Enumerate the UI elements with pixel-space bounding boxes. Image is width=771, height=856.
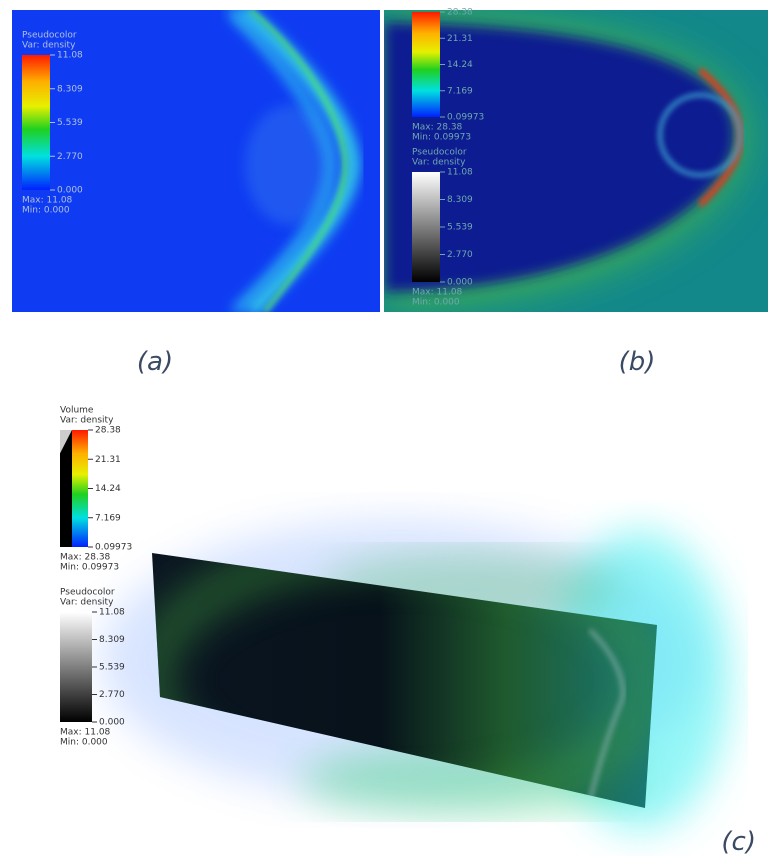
legend-title: Volume bbox=[60, 406, 94, 416]
legend-tick-label: 14.24 bbox=[447, 60, 473, 70]
legend-tick-label: 8.309 bbox=[99, 635, 125, 645]
panel-caption: (a) bbox=[137, 347, 173, 377]
legend-max: Max: 28.38 bbox=[412, 123, 463, 133]
legend-max: Max: 11.08 bbox=[22, 196, 73, 206]
legend-tick-label: 0.09973 bbox=[447, 113, 484, 123]
legend-max: Max: 11.08 bbox=[60, 728, 111, 738]
legend-tick-label: 28.38 bbox=[447, 8, 473, 18]
color-bar bbox=[72, 430, 88, 547]
legend-min: Min: 0.000 bbox=[22, 206, 70, 216]
legend-max: Max: 28.38 bbox=[60, 553, 111, 563]
legend-tick-label: 0.000 bbox=[57, 186, 83, 196]
figure: PseudocolorVar: density11.088.3095.5392.… bbox=[0, 0, 771, 856]
color-bar bbox=[412, 172, 440, 282]
legend-variable: Var: density bbox=[60, 598, 114, 608]
color-bar bbox=[60, 612, 92, 722]
legend-tick-label: 21.31 bbox=[447, 34, 473, 44]
legend-tick-label: 2.770 bbox=[57, 152, 83, 162]
color-bar bbox=[412, 12, 440, 117]
legend-tick-label: 11.08 bbox=[99, 608, 125, 618]
legend-min: Min: 0.000 bbox=[412, 298, 460, 308]
legend-tick-label: 5.539 bbox=[447, 223, 473, 233]
panel-caption: (c) bbox=[721, 827, 756, 856]
panel-caption: (b) bbox=[619, 347, 656, 377]
legend-min: Min: 0.000 bbox=[60, 738, 108, 748]
legend-tick-label: 5.539 bbox=[57, 118, 83, 128]
legend-min: Min: 0.09973 bbox=[412, 133, 471, 143]
legend-tick-label: 8.309 bbox=[57, 84, 83, 94]
legend-title: Pseudocolor bbox=[22, 31, 77, 41]
legend-tick-label: 0.000 bbox=[99, 718, 125, 728]
legend-tick-label: 7.169 bbox=[447, 86, 473, 96]
legend-variable: Var: density bbox=[60, 416, 114, 426]
legend-tick-label: 8.309 bbox=[447, 195, 473, 205]
legend-tick-label: 11.08 bbox=[447, 168, 473, 178]
legend-tick-label: 11.08 bbox=[57, 51, 83, 61]
legend-tick-label: 2.770 bbox=[447, 250, 473, 260]
legend-tick-label: 0.000 bbox=[447, 278, 473, 288]
legend-variable: Var: density bbox=[22, 41, 76, 51]
legend-title: Pseudocolor bbox=[60, 588, 115, 598]
panel-c-image bbox=[100, 520, 730, 830]
legend-variable: Var: density bbox=[412, 158, 466, 168]
legend-tick-label: 28.38 bbox=[95, 426, 121, 436]
legend-max: Max: 11.08 bbox=[412, 288, 463, 298]
legend-tick-label: 5.539 bbox=[99, 663, 125, 673]
legend-tick-label: 21.31 bbox=[95, 455, 121, 465]
color-bar bbox=[22, 55, 50, 190]
legend-min: Min: 0.09973 bbox=[60, 563, 119, 573]
legend-tick-label: 14.24 bbox=[95, 484, 121, 494]
legend-tick-label: 0.09973 bbox=[95, 543, 132, 553]
legend-tick-label: 2.770 bbox=[99, 690, 125, 700]
legend-tick-label: 7.169 bbox=[95, 513, 121, 523]
legend-title: Pseudocolor bbox=[412, 148, 467, 158]
